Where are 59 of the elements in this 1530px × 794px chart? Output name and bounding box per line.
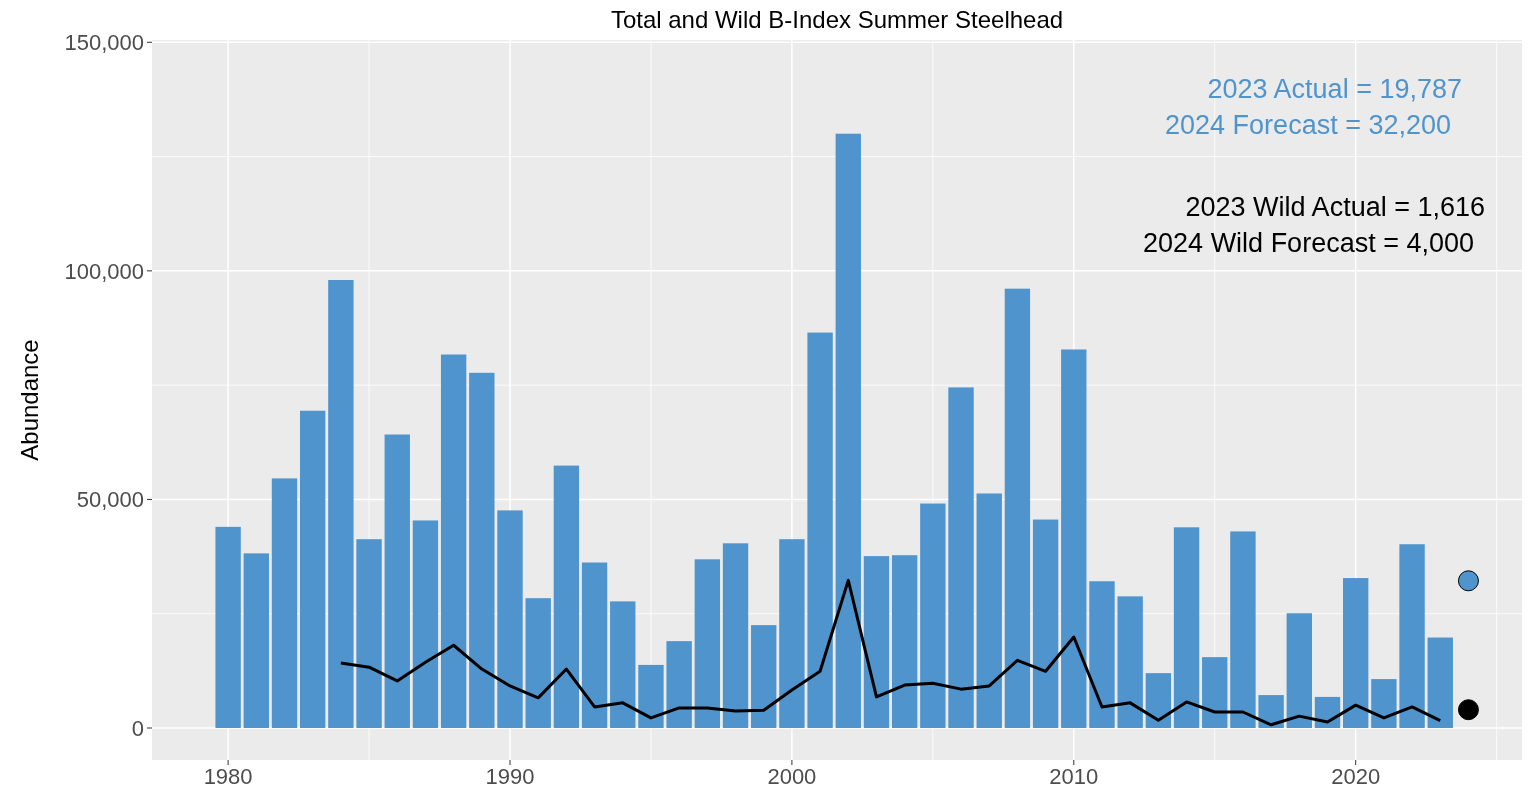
- bar: [271, 478, 298, 728]
- bar: [863, 556, 890, 728]
- bar: [581, 562, 608, 728]
- bar: [891, 555, 918, 728]
- bar: [1258, 695, 1284, 728]
- bar: [356, 539, 382, 728]
- bar: [328, 280, 354, 728]
- annotation: 2024 Forecast = 32,200: [1165, 110, 1451, 140]
- bar: [412, 520, 439, 728]
- bar: [976, 493, 1002, 728]
- annotation: 2023 Actual = 19,787: [1207, 74, 1462, 104]
- bar: [1089, 581, 1115, 728]
- bar: [497, 510, 523, 728]
- x-tick-label: 2010: [1049, 764, 1099, 789]
- y-axis-title: Abundance: [16, 339, 43, 461]
- annotation: 2023 Wild Actual = 1,616: [1185, 192, 1485, 222]
- bar: [440, 354, 467, 728]
- y-tick-label: 0: [131, 716, 144, 741]
- bar: [553, 465, 580, 728]
- bar: [384, 434, 410, 728]
- bar: [215, 526, 241, 728]
- chart-title: Total and Wild B-Index Summer Steelhead: [610, 6, 1064, 33]
- bar: [948, 387, 974, 728]
- x-tick-label: 2020: [1331, 764, 1381, 789]
- y-tick-label: 100,000: [64, 258, 144, 284]
- bar: [751, 625, 777, 728]
- bar: [469, 372, 495, 728]
- line-series: [339, 578, 1442, 727]
- bar: [694, 559, 721, 728]
- bar: [243, 553, 269, 728]
- bar: [1343, 578, 1369, 728]
- bar: [1399, 544, 1425, 728]
- bar: [722, 543, 749, 728]
- bar: [638, 664, 664, 728]
- bar: [835, 133, 861, 728]
- bar: [807, 332, 833, 728]
- bar: [1173, 527, 1200, 728]
- bar: [920, 503, 946, 728]
- annotation: 2024 Wild Forecast = 4,000: [1143, 228, 1474, 258]
- bar: [1286, 613, 1312, 728]
- bar: [525, 598, 551, 728]
- bar: [1145, 673, 1172, 728]
- bar: [1371, 679, 1397, 728]
- x-tick-label: 1990: [485, 764, 535, 789]
- x-tick-label: 1980: [203, 764, 253, 789]
- bar: [1202, 657, 1228, 728]
- y-tick-label: 50,000: [76, 487, 144, 513]
- bar: [610, 601, 636, 728]
- bar: [1230, 531, 1256, 728]
- bar: [1061, 349, 1087, 728]
- bar: [666, 641, 692, 728]
- x-tick-label: 2000: [767, 764, 817, 789]
- y-tick-label: 150,000: [64, 30, 144, 56]
- bar: [1427, 637, 1453, 728]
- bar: [1117, 596, 1143, 728]
- bar: [1032, 519, 1059, 728]
- bar: [1004, 288, 1031, 728]
- bar: [299, 410, 326, 728]
- bar: [779, 539, 805, 728]
